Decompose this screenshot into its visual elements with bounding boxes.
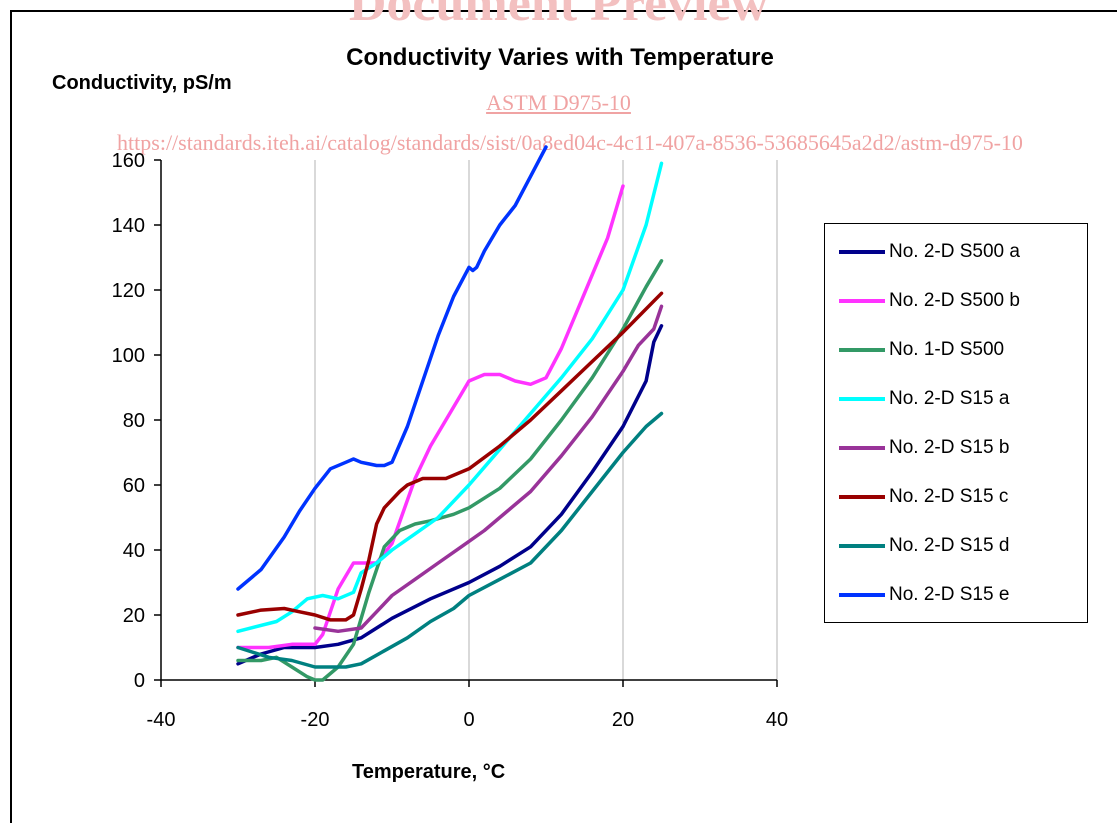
legend-label: No. 2-D S500 a [889, 241, 1020, 262]
legend-swatch [839, 446, 885, 450]
legend-item: No. 2-D S15 e [839, 580, 1009, 610]
legend-label: No. 2-D S15 d [889, 535, 1010, 556]
x-axis-label: Temperature, °C [352, 761, 506, 783]
series-line-1 [236, 324, 664, 666]
legend-item: No. 2-D S500 b [839, 286, 1020, 316]
y-tick-label: 160 [112, 150, 145, 172]
legend-label: No. 2-D S15 b [889, 437, 1010, 458]
legend-item: No. 2-D S15 b [839, 433, 1009, 463]
legend: No. 2-D S500 a No. 2-D S500 b No. 1-D S500… [824, 223, 1088, 623]
legend-label: No. 2-D S15 a [889, 388, 1010, 409]
y-tick-label: 60 [123, 475, 145, 497]
series-line-2 [236, 184, 625, 650]
series-line-8 [236, 145, 548, 591]
y-tick-label: 0 [134, 670, 145, 692]
series-line-4 [236, 161, 664, 634]
y-tick-label: 20 [123, 605, 145, 627]
x-tick-label: -40 [147, 709, 176, 731]
x-tick-label: 20 [612, 709, 634, 731]
y-axis-label: Conductivity, pS/m [52, 72, 232, 94]
series-line-3 [236, 259, 664, 682]
y-tick-label: 80 [123, 410, 145, 432]
legend-item: No. 2-D S15 a [839, 384, 1009, 414]
legend-item: No. 2-D S500 a [839, 237, 1020, 267]
legend-label: No. 2-D S500 b [889, 290, 1020, 311]
legend-item: No. 2-D S15 d [839, 531, 1009, 561]
series-line-7 [236, 411, 664, 669]
x-tick-label: 0 [463, 709, 474, 731]
legend-label: No. 1-D S500 [889, 339, 1005, 360]
y-tick-label: 120 [112, 280, 145, 302]
legend-swatch [839, 397, 885, 401]
legend-swatch [839, 495, 885, 499]
x-tick-label: 40 [766, 709, 788, 731]
legend-swatch [839, 348, 885, 352]
legend-swatch [839, 299, 885, 303]
legend-label: No. 2-D S15 c [889, 486, 1009, 507]
series-line-5 [313, 304, 664, 634]
y-tick-label: 40 [123, 540, 145, 562]
legend-swatch [839, 250, 885, 254]
legend-swatch [839, 593, 885, 597]
legend-swatch [839, 544, 885, 548]
x-tick-label: -20 [301, 709, 330, 731]
legend-item: No. 1-D S500 [839, 335, 1004, 365]
y-tick-label: 100 [112, 345, 145, 367]
legend-item: No. 2-D S15 c [839, 482, 1008, 512]
chart-title: Conductivity Varies with Temperature [346, 44, 774, 71]
y-tick-label: 140 [112, 215, 145, 237]
legend-label: No. 2-D S15 e [889, 584, 1010, 605]
series-line-6 [236, 291, 664, 622]
